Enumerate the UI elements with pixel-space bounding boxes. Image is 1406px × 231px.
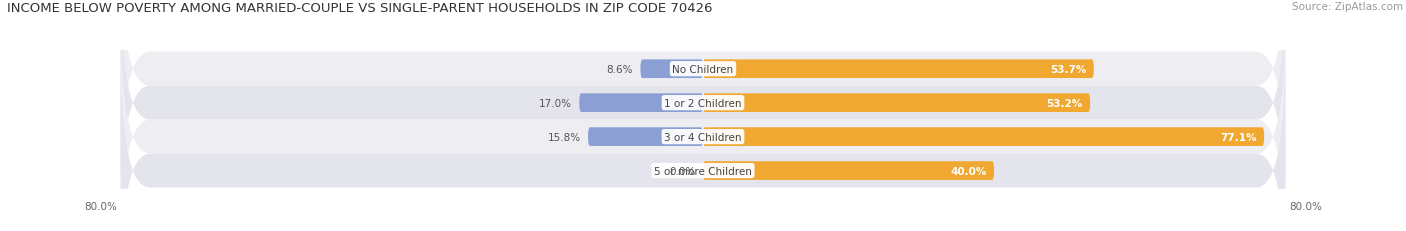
Text: 0.0%: 0.0%: [669, 166, 696, 176]
Text: Source: ZipAtlas.com: Source: ZipAtlas.com: [1292, 2, 1403, 12]
FancyBboxPatch shape: [703, 128, 1264, 146]
FancyBboxPatch shape: [121, 0, 1285, 188]
FancyBboxPatch shape: [579, 94, 703, 112]
Text: 15.8%: 15.8%: [547, 132, 581, 142]
Text: 40.0%: 40.0%: [950, 166, 987, 176]
Text: No Children: No Children: [672, 64, 734, 74]
FancyBboxPatch shape: [703, 94, 1090, 112]
Text: 53.2%: 53.2%: [1046, 98, 1083, 108]
Text: 17.0%: 17.0%: [538, 98, 572, 108]
FancyBboxPatch shape: [121, 52, 1285, 231]
Text: 3 or 4 Children: 3 or 4 Children: [664, 132, 742, 142]
Text: INCOME BELOW POVERTY AMONG MARRIED-COUPLE VS SINGLE-PARENT HOUSEHOLDS IN ZIP COD: INCOME BELOW POVERTY AMONG MARRIED-COUPL…: [7, 2, 713, 15]
Text: 8.6%: 8.6%: [606, 64, 633, 74]
FancyBboxPatch shape: [121, 0, 1285, 222]
Text: 53.7%: 53.7%: [1050, 64, 1087, 74]
FancyBboxPatch shape: [703, 60, 1094, 79]
FancyBboxPatch shape: [640, 60, 703, 79]
Text: 1 or 2 Children: 1 or 2 Children: [664, 98, 742, 108]
Text: 80.0%: 80.0%: [1289, 201, 1322, 211]
Text: 77.1%: 77.1%: [1220, 132, 1257, 142]
FancyBboxPatch shape: [703, 161, 994, 180]
FancyBboxPatch shape: [588, 128, 703, 146]
Text: 5 or more Children: 5 or more Children: [654, 166, 752, 176]
Text: 80.0%: 80.0%: [84, 201, 117, 211]
FancyBboxPatch shape: [121, 19, 1285, 231]
